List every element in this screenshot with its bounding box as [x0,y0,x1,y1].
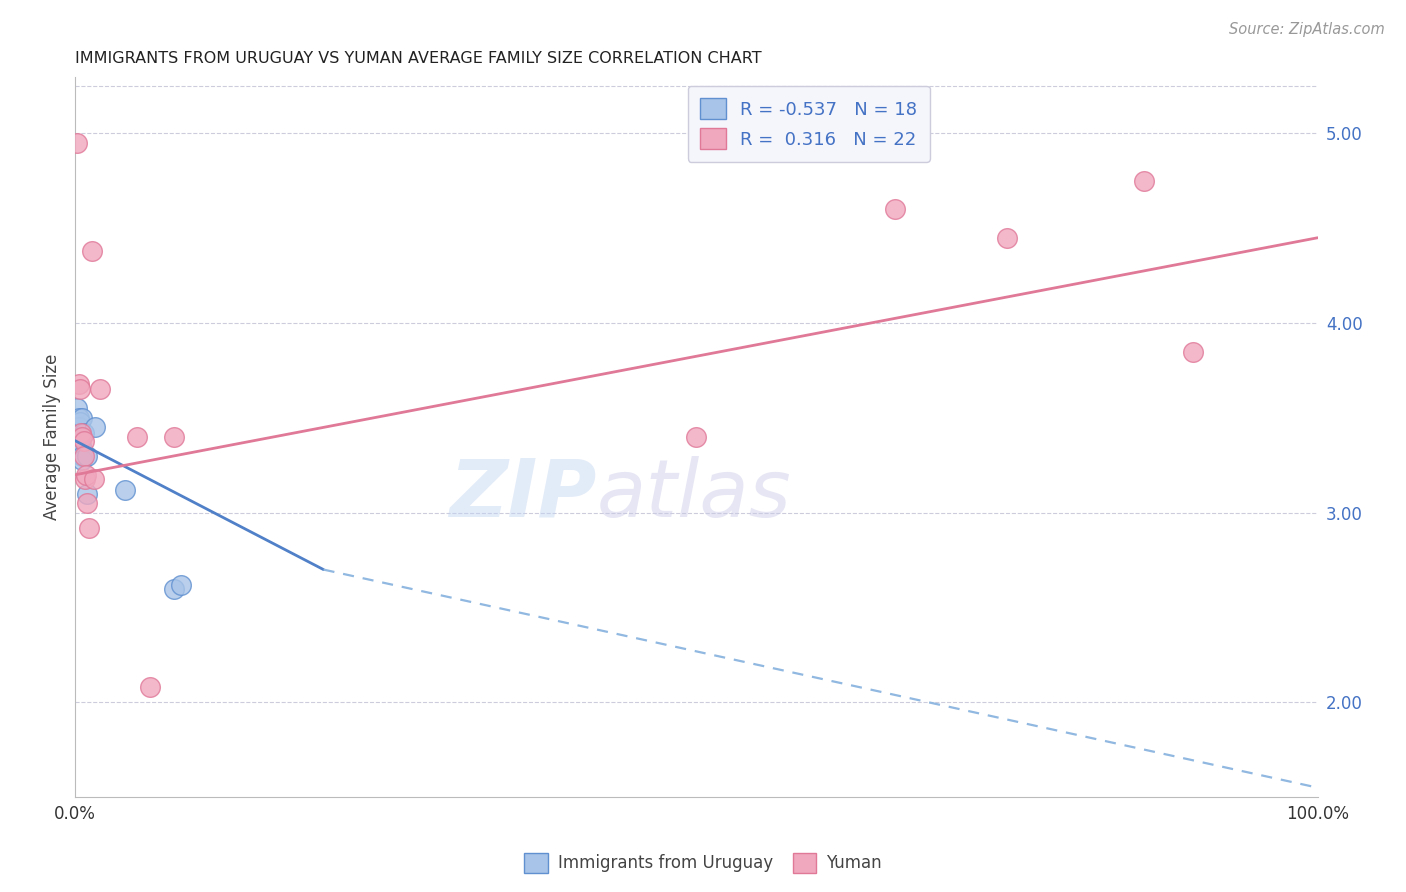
Point [69,415,91,429]
Point [76,496,98,510]
Point [76,487,98,501]
Point [70,430,93,444]
Point [67,376,90,391]
Point [73,472,96,486]
Point [138,680,160,694]
Point [1132,174,1154,188]
Text: IMMIGRANTS FROM URUGUAY VS YUMAN AVERAGE FAMILY SIZE CORRELATION CHART: IMMIGRANTS FROM URUGUAY VS YUMAN AVERAGE… [75,51,762,66]
Point [73,434,96,448]
Point [163,430,186,444]
Point [82,244,104,258]
Point [72,430,94,444]
Point [70,425,93,440]
Point [163,582,186,596]
Point [169,578,191,592]
Point [76,449,98,463]
Point [884,202,907,217]
Point [83,420,105,434]
Point [1182,344,1205,359]
Point [995,231,1018,245]
Point [77,521,100,535]
Y-axis label: Average Family Size: Average Family Size [44,353,60,520]
Point [69,383,91,397]
Point [70,439,93,453]
Text: Source: ZipAtlas.com: Source: ZipAtlas.com [1229,22,1385,37]
Point [89,383,111,397]
Point [114,483,136,497]
Point [67,420,90,434]
Point [73,449,96,463]
Point [67,410,90,425]
Point [72,449,94,463]
Point [72,452,94,467]
Point [83,472,105,486]
Point [66,136,89,150]
Text: ZIP: ZIP [450,456,598,533]
Point [69,434,91,448]
Legend: Immigrants from Uruguay, Yuman: Immigrants from Uruguay, Yuman [517,847,889,880]
Point [70,425,93,440]
Text: atlas: atlas [598,456,792,533]
Point [72,410,94,425]
Point [66,401,89,416]
Point [127,430,149,444]
Point [685,430,707,444]
Point [75,467,97,482]
Point [73,425,96,440]
Legend: R = -0.537   N = 18, R =  0.316   N = 22: R = -0.537 N = 18, R = 0.316 N = 22 [688,86,929,161]
